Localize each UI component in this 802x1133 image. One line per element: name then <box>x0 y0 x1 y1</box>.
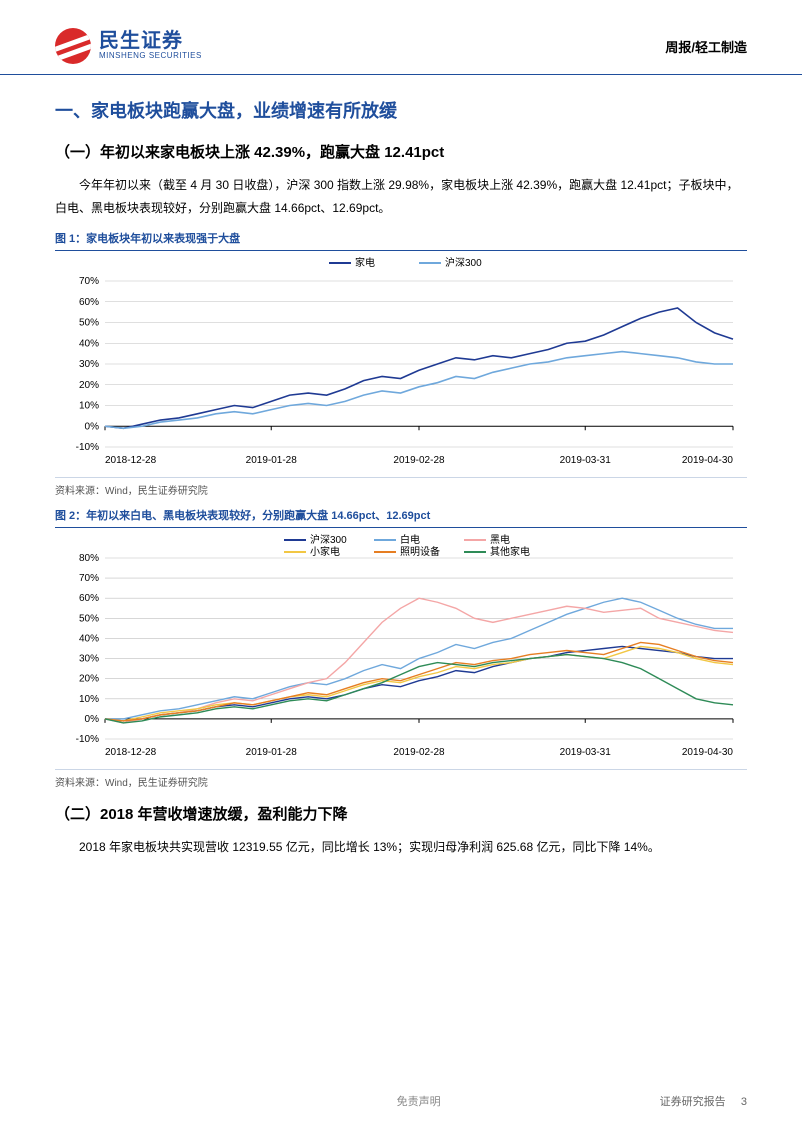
svg-text:2019-03-31: 2019-03-31 <box>560 455 612 466</box>
svg-text:50%: 50% <box>79 613 99 624</box>
logo-cn-text: 民生证券 <box>99 31 202 52</box>
figure2-source: 资料来源：Wind，民生证券研究院 <box>55 774 747 789</box>
svg-text:黑电: 黑电 <box>490 533 510 546</box>
subsection-heading-2: （二）2018 年营收增速放缓，盈利能力下降 <box>55 803 747 824</box>
svg-text:70%: 70% <box>79 573 99 584</box>
svg-text:2019-02-28: 2019-02-28 <box>393 747 445 758</box>
figure1-title: 图 1：家电板块年初以来表现强于大盘 <box>55 230 747 246</box>
page-content: 一、家电板块跑赢大盘，业绩增速有所放缓 （一）年初以来家电板块上涨 42.39%… <box>0 97 802 858</box>
svg-text:2018-12-28: 2018-12-28 <box>105 747 157 758</box>
chart1-svg: -10% 0% 10% 20% 30% 40% 50% 60% 70% 2018-12-28 201… <box>55 255 745 475</box>
svg-text:2019-03-31: 2019-03-31 <box>560 747 612 758</box>
svg-text:10%: 10% <box>79 400 99 411</box>
svg-text:2019-01-28: 2019-01-28 <box>246 747 298 758</box>
svg-text:40%: 40% <box>79 338 99 349</box>
svg-text:30%: 30% <box>79 359 99 370</box>
svg-text:家电: 家电 <box>355 256 375 269</box>
svg-text:60%: 60% <box>79 296 99 307</box>
page-header: 民生证券 MINSHENG SECURITIES 周报/轻工制造 <box>0 0 802 75</box>
logo-en-text: MINSHENG SECURITIES <box>99 52 202 60</box>
svg-text:-10%: -10% <box>76 442 99 453</box>
svg-text:白电: 白电 <box>400 533 420 546</box>
chart2-svg: -10% 0% 10% 20% 30% 40% 50% 60% 70% 80% 2018-12-28… <box>55 532 745 767</box>
page-footer: 免责声明 证券研究报告 3 <box>0 1093 802 1109</box>
subsection-heading-1: （一）年初以来家电板块上涨 42.39%，跑赢大盘 12.41pct <box>55 141 747 162</box>
svg-text:2019-04-30: 2019-04-30 <box>682 455 734 466</box>
svg-text:20%: 20% <box>79 673 99 684</box>
figure1-chart: -10% 0% 10% 20% 30% 40% 50% 60% 70% 2018-12-28 201… <box>55 250 747 478</box>
svg-text:沪深300: 沪深300 <box>310 533 347 546</box>
section-heading-1: 一、家电板块跑赢大盘，业绩增速有所放缓 <box>55 97 747 123</box>
figure2-chart: -10% 0% 10% 20% 30% 40% 50% 60% 70% 80% 2018-12-28… <box>55 527 747 770</box>
svg-text:沪深300: 沪深300 <box>445 256 482 269</box>
footer-report-label: 证券研究报告 <box>660 1096 726 1108</box>
svg-text:-10%: -10% <box>76 734 99 745</box>
document-type: 周报/轻工制造 <box>665 37 747 56</box>
svg-text:60%: 60% <box>79 593 99 604</box>
company-logo: 民生证券 MINSHENG SECURITIES <box>55 28 202 64</box>
svg-text:30%: 30% <box>79 653 99 664</box>
svg-text:70%: 70% <box>79 276 99 287</box>
svg-text:50%: 50% <box>79 317 99 328</box>
body-paragraph-1: 今年年初以来（截至 4 月 30 日收盘），沪深 300 指数上涨 29.98%… <box>55 174 747 220</box>
figure1-source: 资料来源：Wind，民生证券研究院 <box>55 482 747 497</box>
svg-text:小家电: 小家电 <box>310 545 340 558</box>
footer-page-number: 3 <box>741 1096 747 1108</box>
body-paragraph-2: 2018 年家电板块共实现营收 12319.55 亿元，同比增长 13%；实现归… <box>55 836 747 859</box>
figure2-title: 图 2：年初以来白电、黑电板块表现较好，分别跑赢大盘 14.66pct、12.6… <box>55 507 747 523</box>
svg-text:其他家电: 其他家电 <box>490 545 530 558</box>
svg-text:照明设备: 照明设备 <box>400 545 440 558</box>
footer-right: 证券研究报告 3 <box>660 1093 747 1109</box>
svg-text:2018-12-28: 2018-12-28 <box>105 455 157 466</box>
svg-text:2019-02-28: 2019-02-28 <box>393 455 445 466</box>
svg-text:2019-04-30: 2019-04-30 <box>682 747 734 758</box>
svg-text:80%: 80% <box>79 553 99 564</box>
svg-text:20%: 20% <box>79 379 99 390</box>
svg-text:40%: 40% <box>79 633 99 644</box>
footer-disclaimer: 免责声明 <box>397 1093 441 1109</box>
logo-icon <box>55 28 91 64</box>
svg-text:2019-01-28: 2019-01-28 <box>246 455 298 466</box>
svg-text:10%: 10% <box>79 693 99 704</box>
svg-text:0%: 0% <box>85 713 100 724</box>
svg-text:0%: 0% <box>85 421 100 432</box>
